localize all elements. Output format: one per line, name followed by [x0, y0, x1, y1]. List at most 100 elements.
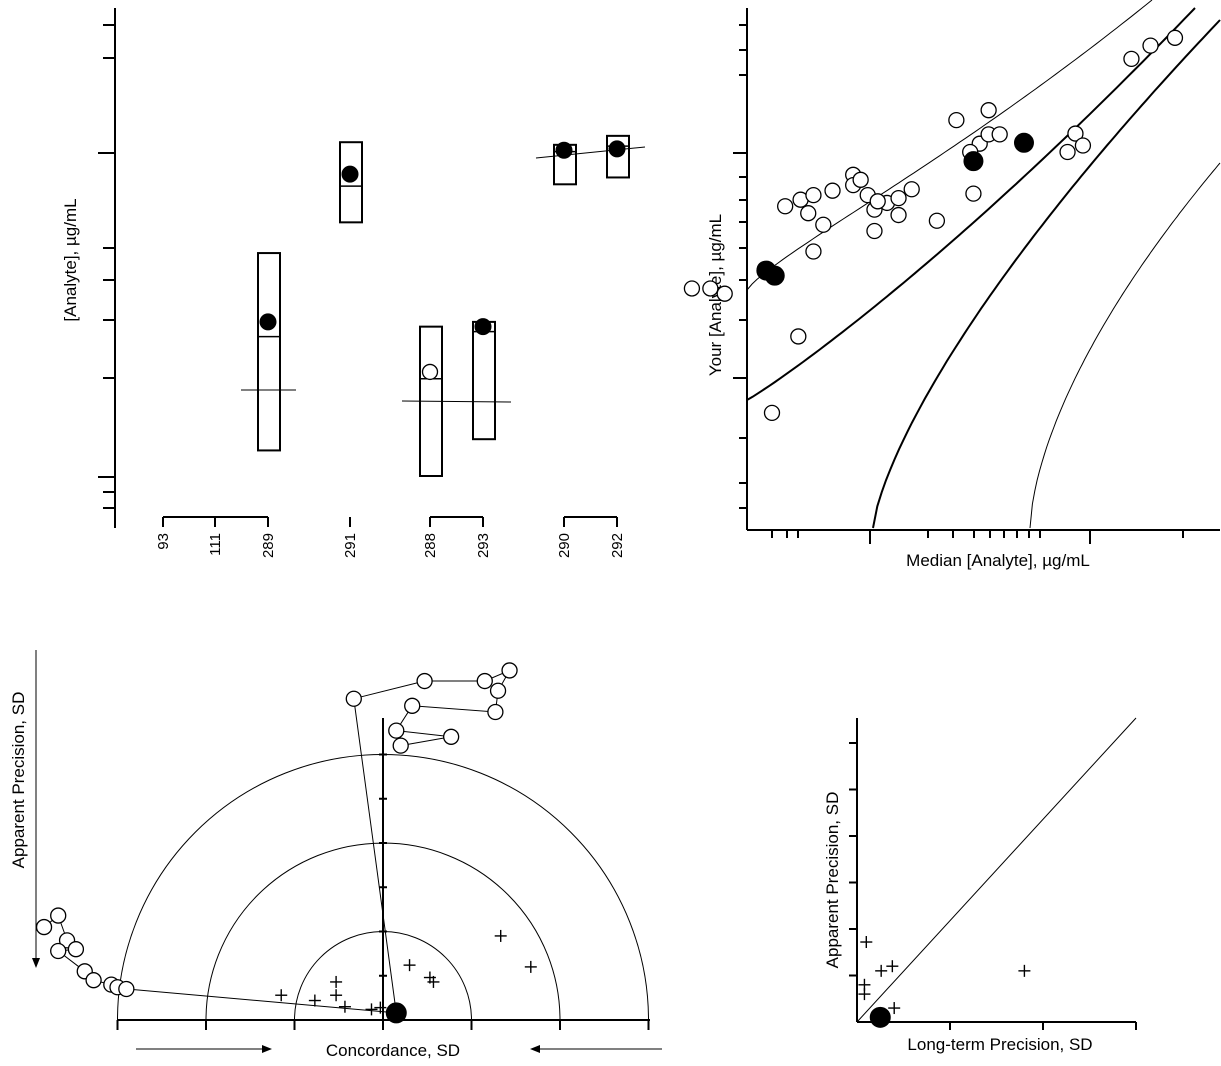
panel-b: Median [Analyte], µg/mL Your [Analyte], …: [683, 0, 1221, 570]
panel-b-outer-lower-curve: [1029, 162, 1221, 529]
panel-b-y-label: Your [Analyte], µg/mL: [706, 214, 725, 376]
panel-b-open-point: [890, 206, 907, 224]
panel-a-box: [419, 325, 443, 477]
panel-c-open-point: [345, 690, 362, 707]
panel-a-box: [257, 252, 281, 452]
panel-b-x-label: Median [Analyte], µg/mL: [906, 551, 1090, 570]
panel-a-tick-label: 290: [556, 533, 573, 558]
panel-d-x-label: Long-term Precision, SD: [907, 1035, 1092, 1054]
panel-b-open-point: [866, 222, 883, 240]
panel-c-plus-point: [308, 994, 321, 1007]
panel-c-plus-point: [374, 1001, 387, 1014]
panel-c: Concordance, SD Apparent Precision, SD: [9, 650, 662, 1060]
panel-a-solid-point: [341, 165, 359, 183]
panel-b-open-point: [815, 216, 832, 233]
panel-a-box: [339, 141, 363, 224]
panel-d-plus-point: [858, 988, 871, 1001]
panel-d-identity-line: [856, 717, 1137, 1023]
panel-a-y-ticks: [98, 24, 115, 509]
panel-a-tick-label: 292: [609, 533, 626, 558]
panel-b-open-point: [702, 280, 719, 297]
panel-d-ticks: [849, 742, 1137, 1030]
panel-c-plus-point: [338, 1000, 351, 1013]
panel-b-ticks: [733, 24, 1184, 544]
panel-b-open-point: [763, 404, 781, 422]
panel-a-tick-label: 93: [155, 533, 172, 550]
panel-b-open-point: [1123, 50, 1140, 68]
panel-c-open-point: [50, 942, 67, 960]
panel-a-solid-point: [259, 313, 277, 331]
panel-b-open-point: [869, 193, 886, 210]
panel-a-solid-point: [608, 140, 626, 158]
panel-b-open-point: [903, 181, 920, 198]
panel-b-solid-point: [1013, 132, 1034, 153]
panel-c-open-point: [118, 980, 135, 998]
panel-a: [Analyte], µg/mL 93 111 289 291 288 293 290 292: [61, 8, 646, 558]
panel-a-tick-label: 111: [207, 533, 224, 556]
panel-c-plus-point: [365, 1003, 378, 1016]
panel-c-arrows: [32, 650, 662, 1053]
panel-a-solid-point: [474, 318, 492, 336]
panel-b-inner-upper-curve: [746, 7, 1196, 401]
panel-a-tick-label: 291: [342, 533, 359, 558]
panel-b-open-point: [716, 285, 733, 302]
panel-c-open-point: [416, 672, 433, 690]
panel-c-plus-point: [275, 989, 288, 1002]
panel-a-tick-label: 288: [422, 533, 439, 558]
panel-a-tick-label: 293: [475, 533, 492, 558]
panel-c-solid-point: [385, 1002, 407, 1024]
panel-a-open-point: [421, 363, 439, 381]
panel-c-open-point: [476, 672, 493, 690]
panel-c-plus-point: [330, 975, 343, 988]
panel-d-plus-point: [875, 964, 888, 977]
panel-c-open-point: [67, 941, 85, 958]
panel-c-plus-point: [494, 929, 507, 942]
panel-a-solid-point: [555, 141, 573, 159]
panel-d-plus-point: [1018, 964, 1031, 977]
panel-b-inner-lower-curve: [872, 19, 1221, 529]
panel-c-open-point: [35, 918, 53, 936]
panel-c-open-point: [442, 728, 460, 745]
panel-a-tick-label: 289: [260, 533, 277, 558]
panel-b-open-point: [777, 198, 794, 215]
panel-d-solid-point: [869, 1006, 891, 1028]
panel-c-open-point: [85, 972, 102, 989]
panel-c-plus-point: [524, 960, 537, 973]
panel-b-open-point: [805, 243, 822, 260]
panel-c-open-point: [487, 703, 504, 721]
panel-c-marks: [35, 662, 537, 1024]
panel-c-open-point: [392, 737, 409, 754]
panel-b-open-point: [683, 280, 701, 297]
panel-b-solid-point: [756, 260, 777, 281]
panel-b-open-point: [1059, 143, 1076, 161]
panel-c-open-point: [50, 907, 67, 924]
panel-c-y-label: Apparent Precision, SD: [9, 692, 28, 869]
panel-c-connector-lines: [43, 669, 511, 1014]
panel-b-open-point: [928, 212, 946, 229]
panel-b-marks: [683, 29, 1184, 422]
panel-c-plus-point: [403, 959, 416, 972]
panel-b-curves: [746, 0, 1221, 529]
panel-b-open-point: [1074, 137, 1092, 154]
panel-b-open-point: [805, 186, 822, 204]
panel-b-open-point: [790, 328, 807, 345]
panel-c-ticks: [116, 753, 650, 1030]
panel-b-open-point: [965, 185, 982, 202]
panel-b-open-point: [824, 182, 841, 199]
panel-a-box: [472, 320, 496, 441]
panel-b-open-point: [1067, 125, 1084, 142]
panel-b-open-point: [948, 111, 965, 129]
panel-a-box: [606, 134, 630, 179]
panel-c-left-connector: [43, 914, 397, 1014]
panel-b-open-point: [980, 102, 997, 119]
panel-d-marks: [858, 936, 1031, 1028]
panel-c-open-point: [489, 682, 507, 699]
panel-b-open-point: [800, 205, 817, 222]
panel-b-open-point: [852, 171, 869, 188]
panel-d-y-label: Apparent Precision, SD: [823, 792, 842, 969]
panel-c-x-label: Concordance, SD: [326, 1041, 460, 1060]
panel-c-open-point: [501, 662, 518, 679]
panel-b-solid-point: [963, 151, 984, 172]
panel-c-open-point: [404, 697, 421, 714]
